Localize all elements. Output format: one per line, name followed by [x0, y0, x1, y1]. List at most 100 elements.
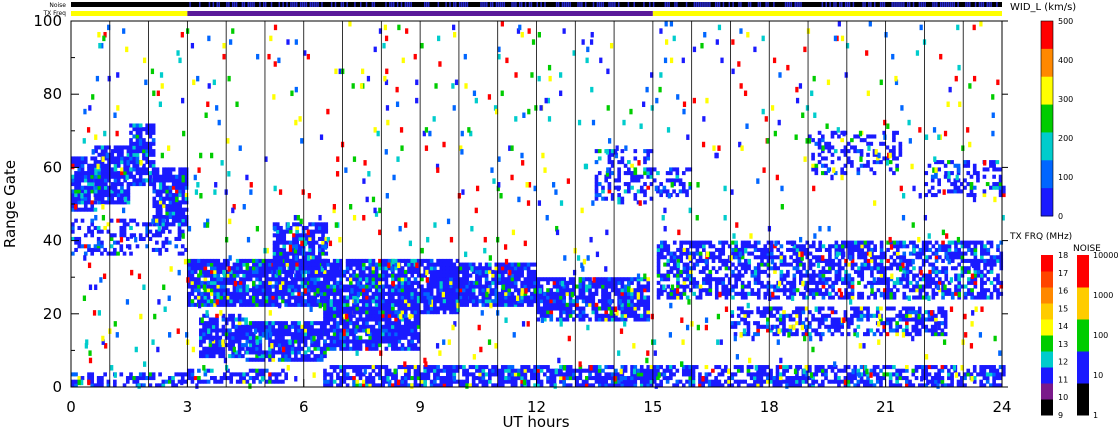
data-cell: [513, 262, 518, 267]
data-cell: [756, 295, 761, 300]
data-cell: [355, 321, 360, 326]
data-cell: [843, 365, 848, 370]
data-cell: [202, 324, 206, 329]
data-cell: [368, 280, 373, 285]
data-cell: [221, 328, 226, 333]
data-cell: [197, 277, 201, 282]
data-cell: [177, 218, 182, 223]
data-cell: [756, 280, 761, 285]
data-cell: [342, 310, 347, 315]
data-cell: [129, 251, 133, 256]
data-cell: [202, 328, 206, 333]
data-cell: [740, 247, 745, 252]
data-cell: [617, 280, 621, 285]
noise-bar-tick: [786, 2, 789, 7]
data-cell: [218, 328, 223, 333]
data-cell: [336, 335, 340, 340]
data-cell: [497, 302, 502, 307]
data-cell: [565, 368, 570, 373]
data-cell: [110, 171, 115, 176]
data-cell: [555, 306, 560, 311]
data-cell: [326, 379, 331, 384]
data-cell: [213, 288, 217, 293]
data-cell: [691, 376, 696, 381]
data-cell: [268, 379, 272, 384]
data-cell: [734, 251, 738, 256]
data-cell: [123, 178, 128, 183]
data-cell: [326, 280, 331, 285]
data-cell: [310, 321, 314, 326]
data-cell: [578, 365, 583, 370]
data-cell: [205, 313, 210, 318]
data-cell: [520, 299, 524, 304]
data-cell: [614, 379, 618, 384]
data-cell: [332, 339, 337, 344]
data-cell: [452, 306, 457, 311]
data-cell: [234, 354, 239, 359]
data-cell: [452, 291, 457, 296]
data-cell: [152, 171, 157, 176]
data-cell: [820, 365, 825, 370]
data-cell: [488, 280, 492, 285]
data-cell: [620, 291, 625, 296]
data-cell: [368, 335, 373, 340]
data-cell: [763, 295, 768, 300]
data-cell: [235, 266, 240, 271]
data-cell: [391, 328, 395, 333]
data-cell: [610, 365, 615, 370]
data-cell: [746, 365, 751, 370]
data-cell: [413, 332, 418, 337]
data-cell: [517, 288, 521, 293]
data-cell: [681, 372, 686, 377]
data-cell: [488, 266, 492, 271]
data-cell: [74, 240, 78, 245]
data-cell: [202, 346, 206, 351]
data-cell: [753, 383, 757, 388]
data-cell: [934, 376, 938, 381]
data-cell: [206, 299, 211, 304]
data-cell: [510, 372, 515, 377]
data-cell: [158, 200, 163, 205]
data-cell: [773, 266, 777, 271]
data-cell: [581, 368, 586, 373]
data-cell: [274, 321, 279, 326]
data-cell: [103, 178, 108, 183]
data-cell: [601, 284, 605, 289]
data-cell: [235, 258, 240, 263]
data-cell: [639, 379, 644, 384]
data-cell: [500, 372, 505, 377]
data-cell: [468, 291, 473, 296]
data-cell: [120, 185, 124, 190]
data-cell: [708, 244, 713, 249]
data-cell: [410, 332, 415, 337]
data-cell: [258, 269, 263, 274]
data-cell: [597, 379, 602, 384]
data-cell: [445, 269, 450, 274]
data-cell: [271, 324, 276, 329]
data-cell: [846, 372, 851, 377]
noise-bar-tick: [969, 2, 971, 7]
data-cell: [222, 288, 227, 293]
data-cell: [258, 280, 263, 285]
data-cell: [387, 288, 392, 293]
data-cell: [80, 171, 85, 176]
data-cell: [646, 152, 651, 157]
data-cell: [135, 163, 140, 168]
data-cell: [277, 343, 282, 348]
data-cell: [898, 372, 903, 377]
data-cell: [323, 346, 327, 351]
data-cell: [623, 368, 628, 373]
data-cell: [689, 288, 693, 293]
data-cell: [533, 291, 537, 296]
data-cell: [947, 368, 951, 373]
data-cell: [552, 277, 557, 282]
data-cell: [90, 171, 95, 176]
noise-bar-tick: [709, 2, 711, 7]
data-cell: [80, 167, 85, 172]
data-cell: [305, 266, 309, 271]
data-cell: [507, 262, 512, 267]
data-cell: [530, 280, 534, 285]
data-cell: [342, 346, 347, 351]
data-cell: [215, 324, 219, 329]
data-cell: [213, 299, 217, 304]
